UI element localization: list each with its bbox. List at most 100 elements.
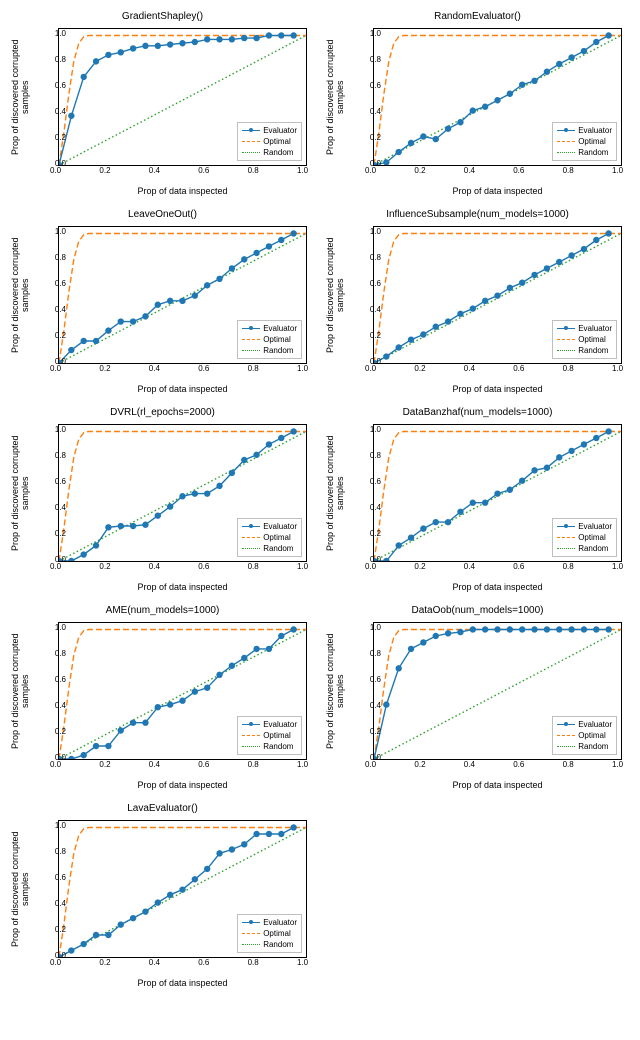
- legend: EvaluatorOptimalRandom: [237, 122, 302, 161]
- legend-label: Evaluator: [578, 719, 612, 730]
- y-tick: 1.0: [351, 29, 381, 38]
- plot-area: EvaluatorOptimalRandom: [58, 226, 307, 364]
- y-tick: 0.6: [351, 675, 381, 684]
- y-tick: 0.8: [351, 55, 381, 64]
- x-tick: 0.8: [248, 562, 259, 571]
- legend-label: Optimal: [578, 334, 606, 345]
- x-tick: 0.6: [513, 760, 524, 769]
- chart-panel: RandomEvaluator()Prop of discovered corr…: [325, 10, 630, 200]
- legend-label: Evaluator: [263, 125, 297, 136]
- x-tick: 1.0: [612, 166, 623, 175]
- x-tick: 0.2: [414, 166, 425, 175]
- plot-area: EvaluatorOptimalRandom: [373, 226, 622, 364]
- y-tick: 0.2: [36, 529, 66, 538]
- legend-row: Random: [557, 147, 612, 158]
- y-tick: 0.4: [36, 503, 66, 512]
- legend-row: Evaluator: [557, 521, 612, 532]
- x-tick: 0.4: [149, 166, 160, 175]
- y-tick: 0.6: [36, 477, 66, 486]
- y-tick: 0.6: [36, 279, 66, 288]
- legend-swatch: [242, 746, 260, 747]
- y-tick: 0.6: [351, 81, 381, 90]
- legend-label: Evaluator: [578, 125, 612, 136]
- y-tick: 0.0: [36, 159, 66, 168]
- plot-area: EvaluatorOptimalRandom: [58, 622, 307, 760]
- y-tick: 0.8: [36, 649, 66, 658]
- y-tick: 0.2: [36, 331, 66, 340]
- x-tick: 0.8: [563, 364, 574, 373]
- plot-area: EvaluatorOptimalRandom: [373, 622, 622, 760]
- legend-swatch: [242, 526, 260, 527]
- y-axis-label: Prop of discovered corrupted samples: [325, 424, 337, 562]
- x-tick: 0.8: [248, 166, 259, 175]
- legend-row: Evaluator: [557, 323, 612, 334]
- x-tick: 0.6: [198, 760, 209, 769]
- y-tick: 0.4: [36, 701, 66, 710]
- x-tick: 0.4: [464, 166, 475, 175]
- x-tick: 1.0: [297, 760, 308, 769]
- legend-row: Evaluator: [242, 917, 297, 928]
- legend: EvaluatorOptimalRandom: [237, 320, 302, 359]
- x-tick: 0.4: [149, 562, 160, 571]
- legend: EvaluatorOptimalRandom: [552, 122, 617, 161]
- plot-area: EvaluatorOptimalRandom: [373, 28, 622, 166]
- y-tick: 0.0: [351, 159, 381, 168]
- legend-label: Random: [263, 147, 293, 158]
- plot-area: EvaluatorOptimalRandom: [58, 28, 307, 166]
- legend-swatch: [242, 141, 260, 142]
- legend-label: Evaluator: [578, 521, 612, 532]
- legend: EvaluatorOptimalRandom: [552, 518, 617, 557]
- x-tick: 0.6: [198, 166, 209, 175]
- plot-area: EvaluatorOptimalRandom: [58, 820, 307, 958]
- x-tick: 0.8: [563, 760, 574, 769]
- legend-row: Evaluator: [242, 125, 297, 136]
- legend-label: Random: [578, 147, 608, 158]
- x-tick: 0.4: [149, 958, 160, 967]
- y-tick: 0.2: [36, 133, 66, 142]
- y-tick: 0.4: [351, 107, 381, 116]
- y-axis-label: Prop of discovered corrupted samples: [10, 820, 22, 958]
- y-tick: 0.8: [36, 253, 66, 262]
- x-tick: 0.2: [99, 562, 110, 571]
- y-axis-label: Prop of discovered corrupted samples: [325, 28, 337, 166]
- legend-swatch: [557, 130, 575, 131]
- legend-swatch: [557, 339, 575, 340]
- legend-row: Optimal: [242, 730, 297, 741]
- y-tick: 0.8: [351, 649, 381, 658]
- y-axis-label: Prop of discovered corrupted samples: [10, 28, 22, 166]
- y-tick: 0.4: [351, 701, 381, 710]
- y-tick: 0.6: [36, 675, 66, 684]
- legend-row: Random: [242, 543, 297, 554]
- x-axis-label: Prop of data inspected: [58, 978, 307, 988]
- legend-row: Optimal: [242, 928, 297, 939]
- x-tick: 0.2: [414, 364, 425, 373]
- y-axis-label: Prop of discovered corrupted samples: [10, 226, 22, 364]
- legend-label: Random: [578, 741, 608, 752]
- legend-swatch: [242, 922, 260, 923]
- chart-title: DataOob(num_models=1000): [325, 604, 630, 618]
- legend-swatch: [242, 548, 260, 549]
- x-tick: 0.6: [198, 562, 209, 571]
- chart-grid: GradientShapley()Prop of discovered corr…: [10, 10, 630, 992]
- legend-row: Evaluator: [242, 719, 297, 730]
- legend-label: Random: [263, 939, 293, 950]
- legend-swatch: [557, 328, 575, 329]
- y-tick: 0.4: [351, 503, 381, 512]
- legend-label: Optimal: [578, 730, 606, 741]
- y-tick: 0.2: [351, 331, 381, 340]
- legend-swatch: [242, 350, 260, 351]
- y-axis-label: Prop of discovered corrupted samples: [325, 622, 337, 760]
- chart-panel: DVRL(rl_epochs=2000)Prop of discovered c…: [10, 406, 315, 596]
- legend-row: Evaluator: [242, 323, 297, 334]
- y-tick: 1.0: [351, 227, 381, 236]
- y-tick: 0.2: [351, 133, 381, 142]
- x-tick: 0.2: [99, 760, 110, 769]
- legend-label: Random: [578, 345, 608, 356]
- legend-swatch: [242, 130, 260, 131]
- chart-title: InfluenceSubsample(num_models=1000): [325, 208, 630, 222]
- legend-row: Optimal: [557, 532, 612, 543]
- x-tick: 0.4: [149, 760, 160, 769]
- legend-row: Optimal: [242, 136, 297, 147]
- x-tick: 0.8: [248, 958, 259, 967]
- x-tick: 0.6: [198, 364, 209, 373]
